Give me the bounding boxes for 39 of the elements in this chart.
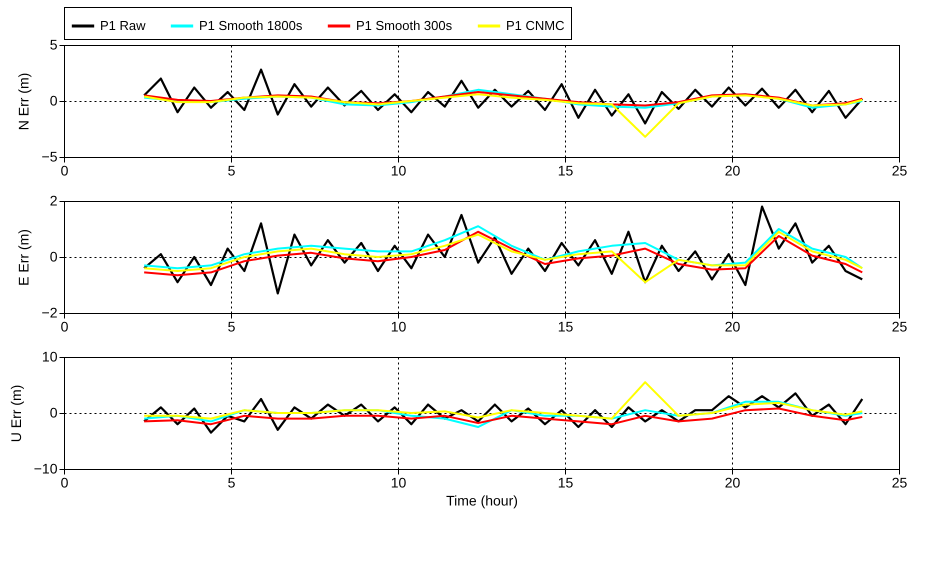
y-axis-title: E Err (m)	[16, 229, 32, 286]
y-tick-label: −5	[42, 148, 58, 164]
x-tick-label: 15	[558, 474, 574, 490]
line-series	[143, 93, 864, 138]
line-series	[143, 408, 864, 426]
x-axis-title: Time (hour)	[446, 492, 518, 508]
legend-label: P1 CNMC	[506, 18, 565, 33]
x-tick-label: 20	[724, 162, 740, 178]
line-series	[143, 381, 864, 420]
line-series	[143, 225, 864, 270]
y-axis-title: U Err (m)	[8, 384, 24, 442]
x-tick-label: 20	[724, 318, 740, 334]
y-tick-label: 2	[50, 192, 58, 208]
legend-label: P1 Smooth 1800s	[199, 18, 303, 33]
y-tick-label: 0	[50, 92, 58, 108]
y-axis-title: N Err (m)	[16, 72, 32, 130]
x-tick-label: 10	[390, 474, 406, 490]
y-tick-label: 0	[50, 404, 58, 420]
x-tick-label: 25	[892, 474, 908, 490]
x-tick-label: 25	[892, 162, 908, 178]
legend-label: P1 Raw	[100, 18, 146, 33]
x-tick-label: 25	[892, 318, 908, 334]
y-tick-label: −2	[42, 304, 58, 320]
x-tick-label: 0	[60, 318, 69, 334]
y-tick-label: 10	[42, 348, 58, 364]
x-tick-label: 5	[228, 318, 236, 334]
y-tick-label: 0	[50, 248, 58, 264]
x-tick-label: 0	[60, 162, 69, 178]
x-tick-label: 15	[558, 162, 574, 178]
x-tick-label: 10	[390, 318, 406, 334]
x-tick-label: 10	[390, 162, 406, 178]
x-tick-label: 5	[228, 474, 236, 490]
y-tick-label: 5	[50, 36, 58, 52]
x-tick-label: 0	[60, 474, 69, 490]
x-tick-label: 15	[558, 318, 574, 334]
y-tick-label: −10	[34, 460, 58, 476]
legend-label: P1 Smooth 300s	[356, 18, 453, 33]
x-tick-label: 20	[724, 474, 740, 490]
x-tick-label: 5	[228, 162, 236, 178]
